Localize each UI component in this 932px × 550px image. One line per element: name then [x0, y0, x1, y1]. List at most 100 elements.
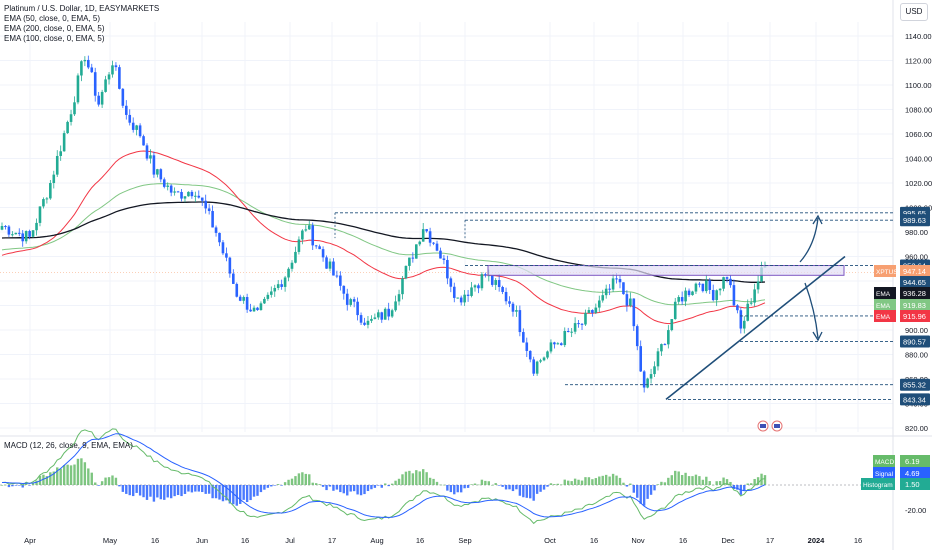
histogram-bar — [180, 485, 183, 497]
candle — [138, 125, 142, 137]
candle — [328, 261, 332, 269]
histogram-bar — [408, 470, 411, 485]
candle — [518, 310, 522, 333]
candle — [45, 198, 49, 200]
y-tick-label: 960.00 — [905, 253, 928, 262]
histogram-bar — [480, 479, 484, 485]
histogram-bar — [404, 471, 408, 485]
flag-icon-us-field — [774, 424, 780, 428]
y-tick-label: 1040.00 — [905, 155, 932, 164]
histogram-bar — [636, 485, 639, 498]
candle — [463, 294, 466, 303]
x-tick-label: 17 — [328, 536, 336, 545]
histogram-bar — [314, 483, 318, 485]
histogram-bar — [504, 485, 508, 490]
candle — [739, 310, 743, 329]
candle — [245, 297, 249, 310]
candle — [729, 278, 732, 286]
candle — [587, 310, 591, 313]
currency-button[interactable]: USD — [900, 3, 928, 21]
histogram-bar — [587, 477, 591, 485]
histogram-bar — [14, 485, 18, 486]
histogram-bar — [273, 485, 276, 486]
candle — [380, 312, 384, 320]
histogram-bar — [446, 485, 449, 491]
candle — [649, 374, 653, 379]
x-tick-label: May — [103, 536, 117, 545]
histogram-bar — [73, 464, 76, 485]
candle — [31, 230, 35, 237]
candle — [473, 285, 477, 288]
candle — [304, 229, 308, 231]
histogram-bar — [45, 476, 49, 485]
candle — [93, 72, 97, 96]
x-tick-label: Jun — [196, 536, 208, 545]
candle — [321, 249, 325, 258]
histogram-bar — [591, 479, 594, 485]
histogram-bar — [508, 485, 511, 490]
candle — [124, 105, 128, 115]
histogram-bar — [622, 482, 625, 485]
histogram-bar — [491, 484, 494, 486]
histogram-bar — [56, 467, 59, 485]
histogram-bar — [207, 485, 211, 494]
candle — [238, 296, 242, 301]
candle — [266, 294, 270, 299]
candle — [484, 274, 487, 276]
histogram-bar — [615, 475, 618, 485]
histogram-bar — [456, 485, 459, 493]
candle — [176, 191, 180, 193]
candle — [749, 302, 753, 304]
level-tag — [900, 335, 930, 348]
candle — [687, 290, 691, 296]
macd-series-name: Signal — [875, 471, 894, 478]
histogram-bar — [142, 485, 145, 498]
candle — [145, 145, 149, 159]
histogram-bar — [598, 476, 601, 485]
histogram-bar — [35, 480, 38, 485]
x-tick-label: 16 — [241, 536, 249, 545]
histogram-bar — [211, 485, 214, 499]
histogram-bar — [145, 485, 149, 500]
histogram-bar — [59, 468, 62, 485]
histogram-bar — [732, 485, 736, 490]
candle — [7, 226, 11, 235]
candle — [14, 232, 18, 235]
histogram-bar — [263, 485, 266, 490]
histogram-bar — [380, 485, 383, 488]
candle — [273, 287, 277, 292]
histogram-bar — [515, 485, 518, 490]
candle — [218, 232, 221, 243]
histogram-bar — [83, 462, 87, 485]
candle — [497, 280, 501, 287]
price-tag-value: 919.83 — [903, 301, 926, 310]
histogram-bar — [497, 485, 501, 486]
histogram-bar — [173, 485, 176, 497]
x-tick-label: 16 — [854, 536, 862, 545]
histogram-bar — [301, 472, 304, 485]
histogram-bar — [356, 485, 359, 495]
candle — [162, 179, 166, 187]
y-tick-label: 980.00 — [905, 228, 928, 237]
histogram-bar — [107, 477, 111, 485]
candle — [232, 273, 235, 284]
candle — [573, 323, 577, 332]
candle — [325, 257, 328, 269]
candle — [204, 200, 207, 209]
histogram-bar — [266, 485, 270, 488]
histogram-bar — [629, 483, 632, 485]
histogram-bar — [256, 485, 259, 496]
histogram-bar — [453, 485, 456, 495]
candle — [28, 231, 31, 237]
candles — [0, 55, 767, 393]
candle — [377, 312, 380, 318]
candle — [535, 361, 539, 374]
candle — [673, 301, 677, 320]
y-tick-label: 1100.00 — [905, 81, 932, 90]
histogram-bar — [346, 485, 349, 496]
x-tick-label: 16 — [416, 536, 424, 545]
candle — [446, 259, 449, 279]
histogram-bar — [352, 485, 356, 492]
candle — [76, 75, 80, 103]
